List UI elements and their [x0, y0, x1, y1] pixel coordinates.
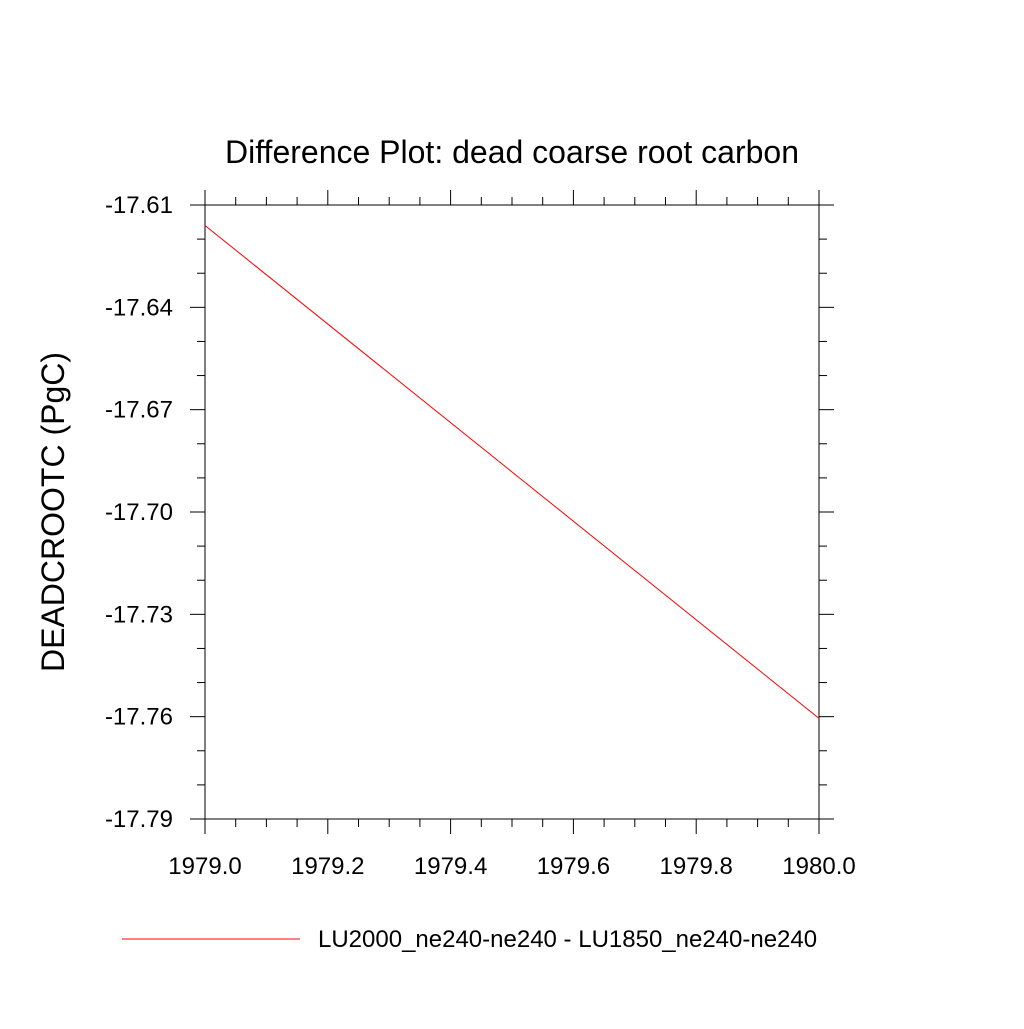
y-tick-label: -17.70: [105, 499, 173, 526]
y-tick-label: -17.79: [105, 806, 173, 833]
y-tick-label: -17.76: [105, 704, 173, 731]
y-tick-label: -17.61: [105, 192, 173, 219]
plot-frame: [204, 204, 820, 820]
series-line: [204, 225, 820, 719]
y-tick-label: -17.64: [105, 294, 173, 321]
x-tick-label: 1979.4: [414, 853, 487, 880]
y-tick-label: -17.73: [105, 601, 173, 628]
x-tick-label: 1979.2: [291, 853, 364, 880]
y-tick-label: -17.67: [105, 397, 173, 424]
plot-area: 1979.0 1979.2 1979.4 1979.6 1979.8 1980.0 -17.…: [105, 190, 856, 880]
chart-title: Difference Plot: dead coarse root carbon: [225, 134, 799, 170]
y-axis-label: DEADCROOTC (PgC): [35, 352, 71, 672]
legend-label: LU2000_ne240-ne240 - LU1850_ne240-ne240: [318, 926, 817, 953]
x-tick-label: 1980.0: [782, 853, 855, 880]
x-tick-label: 1979.6: [537, 853, 610, 880]
x-tick-label: 1979.0: [168, 853, 241, 880]
legend: LU2000_ne240-ne240 - LU1850_ne240-ne240: [122, 926, 817, 953]
x-tick-label: 1979.8: [659, 853, 732, 880]
